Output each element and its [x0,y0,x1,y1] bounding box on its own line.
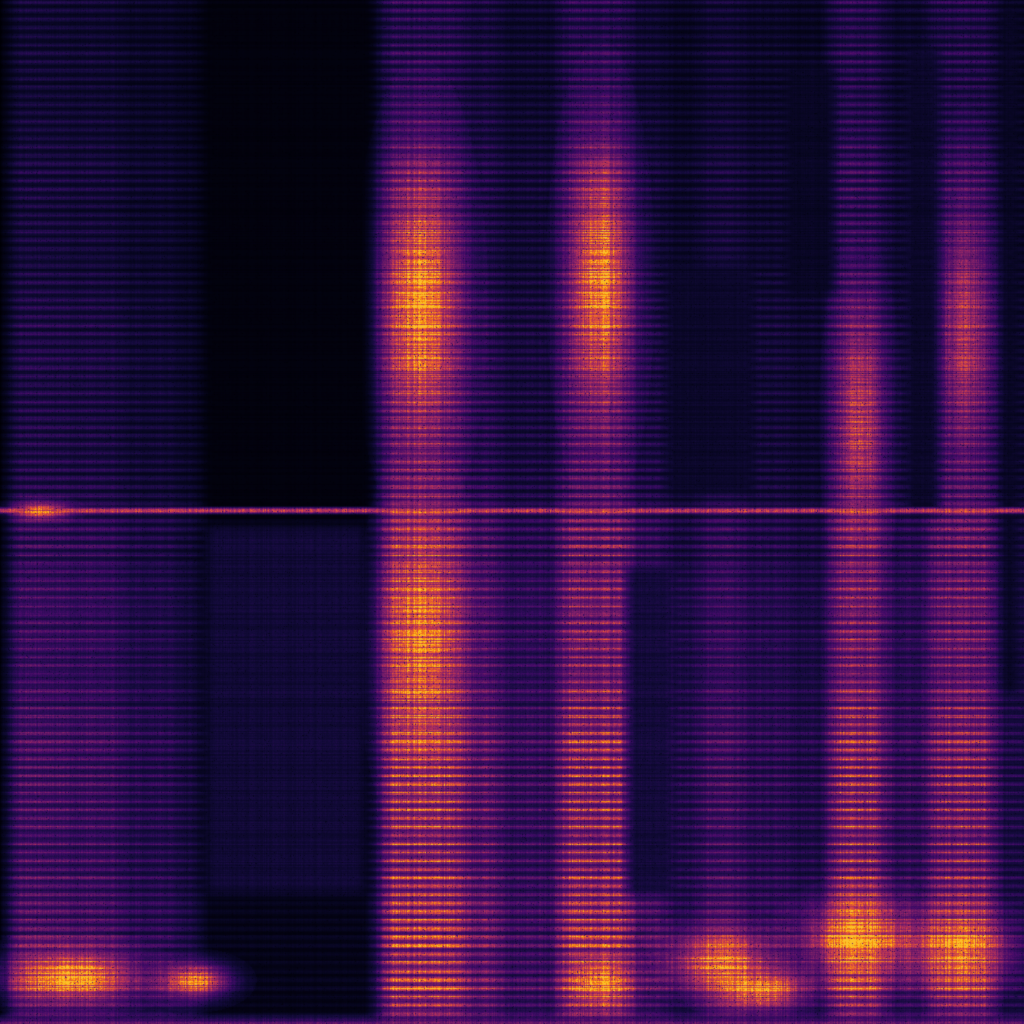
spectrogram-figure [0,0,1024,1024]
spectrogram-canvas [0,0,1024,1024]
